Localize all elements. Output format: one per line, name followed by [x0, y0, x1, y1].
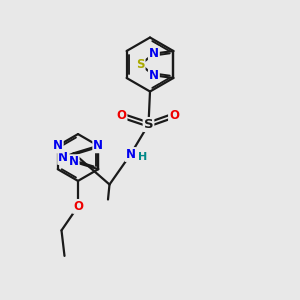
Text: N: N: [58, 151, 68, 164]
Text: S: S: [144, 118, 153, 131]
Text: N: N: [93, 139, 103, 152]
Text: S: S: [136, 58, 145, 71]
Text: N: N: [69, 155, 79, 168]
Text: O: O: [73, 200, 83, 213]
Text: O: O: [116, 109, 127, 122]
Text: N: N: [53, 139, 63, 152]
Text: N: N: [125, 148, 136, 161]
Text: O: O: [169, 109, 179, 122]
Text: N: N: [149, 47, 159, 60]
Text: N: N: [149, 69, 159, 82]
Text: H: H: [139, 152, 148, 162]
